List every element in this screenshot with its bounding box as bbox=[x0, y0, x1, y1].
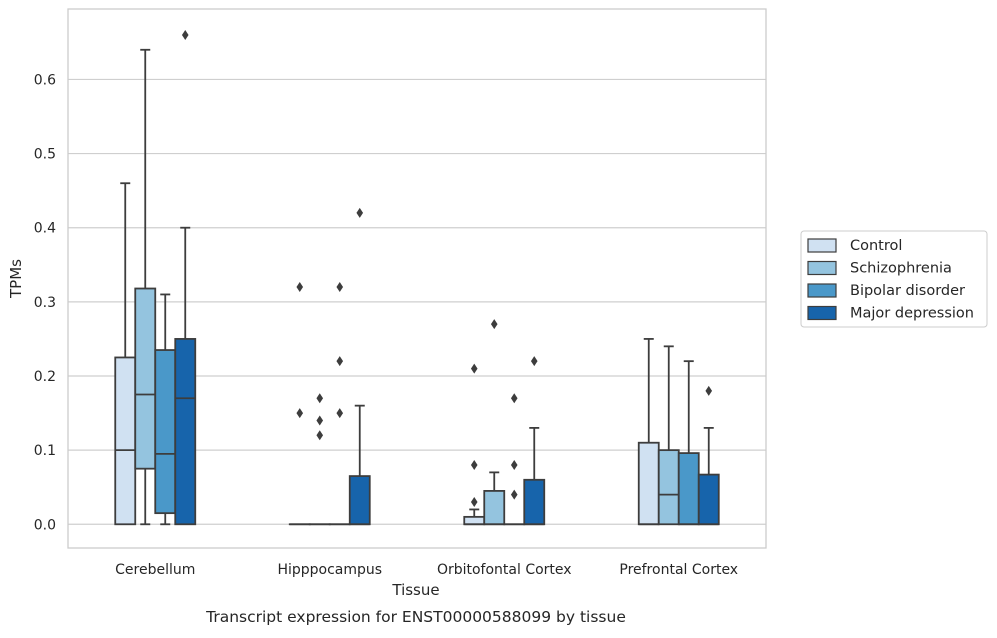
box bbox=[639, 443, 659, 525]
outlier-point bbox=[531, 356, 538, 366]
outlier-point bbox=[336, 356, 343, 366]
box-group bbox=[504, 393, 524, 524]
box-group bbox=[699, 386, 719, 524]
x-axis-label: Tissue bbox=[391, 581, 439, 599]
box-group bbox=[659, 346, 679, 524]
legend-entry-label: Schizophrenia bbox=[850, 261, 952, 277]
y-tick-labels: 0.0 0.1 0.2 0.3 0.4 0.5 0.6 bbox=[34, 72, 56, 533]
outlier-point bbox=[336, 282, 343, 292]
outlier-point bbox=[356, 208, 363, 218]
outlier-point bbox=[705, 386, 712, 396]
box bbox=[679, 453, 699, 524]
y-tick-label: 0.6 bbox=[34, 72, 56, 88]
box bbox=[699, 475, 719, 525]
box-group bbox=[350, 208, 370, 524]
outlier-point bbox=[511, 460, 518, 470]
outlier-point bbox=[182, 30, 189, 40]
box-group bbox=[290, 282, 310, 524]
outlier-point bbox=[471, 460, 478, 470]
outlier-point bbox=[296, 408, 303, 418]
box-group bbox=[175, 30, 195, 524]
outlier-point bbox=[511, 393, 518, 403]
outlier-point bbox=[316, 415, 323, 425]
legend: Control Schizophrenia Bipolar disorder Majo… bbox=[801, 231, 987, 327]
box bbox=[175, 339, 195, 524]
legend-swatch bbox=[808, 284, 836, 297]
legend-entry-label: Bipolar disorder bbox=[850, 283, 965, 299]
figure-caption: Transcript expression for ENST0000058809… bbox=[205, 608, 626, 626]
outlier-point bbox=[296, 282, 303, 292]
box-group bbox=[330, 282, 350, 524]
y-axis-label: TPMs bbox=[7, 259, 25, 299]
box bbox=[135, 289, 155, 469]
box bbox=[155, 350, 175, 513]
y-tick-label: 0.0 bbox=[34, 517, 56, 533]
box bbox=[484, 491, 504, 524]
box-group bbox=[524, 356, 544, 524]
y-tick-label: 0.3 bbox=[34, 295, 56, 311]
outlier-point bbox=[316, 430, 323, 440]
legend-entry-label: Major depression bbox=[850, 306, 974, 322]
box bbox=[464, 517, 484, 524]
box-group bbox=[484, 319, 504, 524]
y-tick-label: 0.2 bbox=[34, 369, 56, 385]
legend-swatch bbox=[808, 307, 836, 320]
outlier-point bbox=[316, 393, 323, 403]
box bbox=[659, 450, 679, 524]
x-tick-label: Prefrontal Cortex bbox=[619, 562, 738, 578]
y-tick-label: 0.4 bbox=[34, 221, 56, 237]
box-group bbox=[310, 393, 330, 524]
x-tick-labels: Cerebellum Hipppocampus Orbitofontal Corte… bbox=[115, 562, 738, 578]
box-group bbox=[639, 339, 659, 524]
box bbox=[115, 357, 135, 524]
outlier-point bbox=[471, 497, 478, 507]
box bbox=[524, 480, 544, 524]
x-tick-label: Cerebellum bbox=[115, 562, 195, 578]
outlier-point bbox=[336, 408, 343, 418]
box-group bbox=[115, 183, 135, 524]
box-group bbox=[679, 361, 699, 524]
box bbox=[350, 476, 370, 524]
outlier-point bbox=[491, 319, 498, 329]
legend-swatch bbox=[808, 262, 836, 275]
y-tick-label: 0.1 bbox=[34, 443, 56, 459]
outlier-point bbox=[511, 490, 518, 500]
legend-swatch bbox=[808, 239, 836, 252]
outlier-point bbox=[471, 364, 478, 374]
box-group bbox=[155, 294, 175, 524]
y-tick-label: 0.5 bbox=[34, 147, 56, 163]
box-group bbox=[135, 50, 155, 524]
box-group bbox=[464, 364, 484, 525]
x-tick-label: Orbitofontal Cortex bbox=[437, 562, 572, 578]
legend-entry-label: Control bbox=[850, 238, 902, 254]
x-tick-label: Hipppocampus bbox=[277, 562, 382, 578]
